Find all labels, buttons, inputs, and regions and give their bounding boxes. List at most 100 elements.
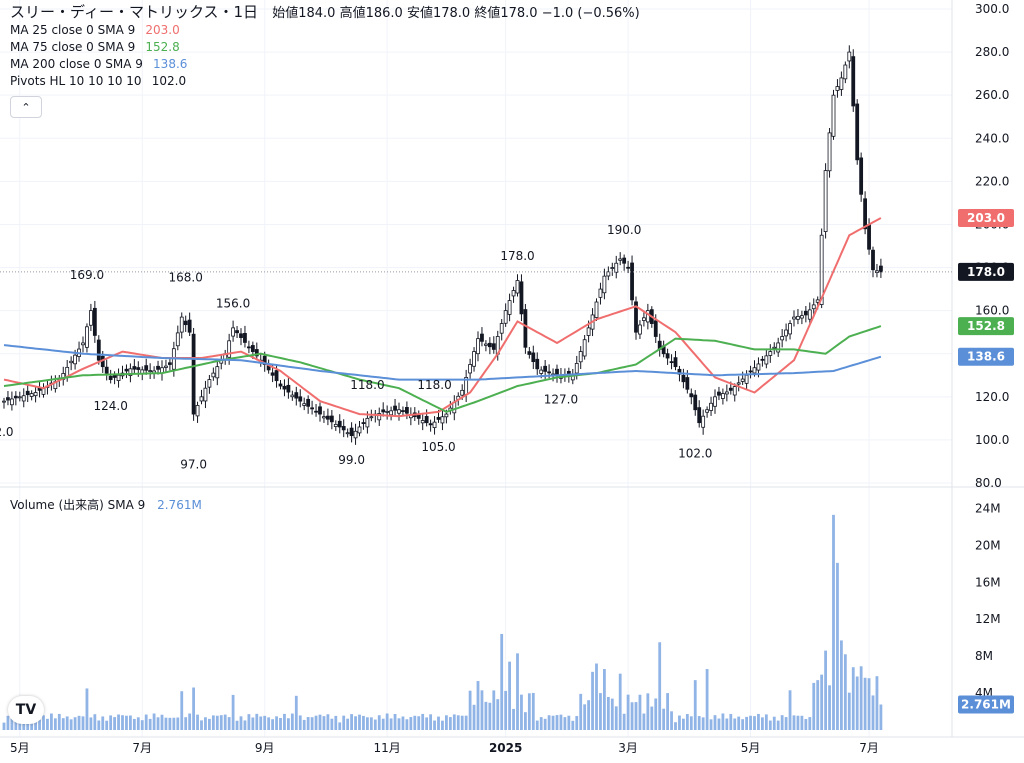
tradingview-logo-icon[interactable]: TV <box>8 696 44 724</box>
candle-body <box>92 307 97 336</box>
candle-body <box>772 346 777 349</box>
change-value: −1.0 (−0.56%) <box>541 6 640 21</box>
candle <box>381 402 386 417</box>
legend-pivots[interactable]: Pivots HL 10 10 10 10 102.0 <box>10 74 187 88</box>
candle-body <box>839 77 844 90</box>
candle <box>144 358 149 375</box>
candle <box>843 61 848 84</box>
candle-body <box>480 333 484 342</box>
candle-body <box>574 363 579 374</box>
legend-ma25[interactable]: MA 25 close 0 SMA 9 203.0 <box>10 23 180 37</box>
candle <box>503 303 508 327</box>
candle-body <box>523 309 528 348</box>
candle-body <box>645 310 650 323</box>
volume-bar <box>156 717 160 730</box>
candle <box>9 391 14 411</box>
volume-bar <box>662 708 666 730</box>
candle-body <box>713 396 717 407</box>
candle <box>760 356 765 367</box>
volume-bar <box>516 653 519 730</box>
volume-bar <box>670 711 673 730</box>
volume-bar <box>871 695 875 730</box>
volume-bar <box>650 706 654 730</box>
candle-body <box>709 402 713 411</box>
candle <box>724 384 729 402</box>
volume-bar <box>215 715 219 730</box>
volume-bar <box>630 702 634 730</box>
candle <box>618 252 623 266</box>
candle <box>191 327 196 421</box>
candle-body <box>29 393 34 397</box>
candle <box>428 419 433 432</box>
volume-bar <box>192 687 195 730</box>
candle-body <box>855 103 860 161</box>
candle <box>744 370 749 391</box>
candle <box>800 310 804 325</box>
candle <box>614 255 619 279</box>
price-tick-label: 240.0 <box>975 131 1009 145</box>
candle-body <box>195 405 200 417</box>
volume-bar <box>121 715 124 730</box>
volume-bar <box>85 688 89 730</box>
candle <box>645 303 650 330</box>
volume-bar <box>263 715 267 730</box>
candle <box>223 349 228 365</box>
candle <box>254 342 259 361</box>
volume-bar <box>456 715 460 730</box>
volume-legend[interactable]: Volume (出来高) SMA 9 2.761M <box>10 498 202 512</box>
pivot-label: 190.0 <box>607 223 641 237</box>
candle-body <box>310 407 315 410</box>
candle <box>491 336 496 354</box>
volume-bar <box>6 715 10 730</box>
volume-bar <box>405 719 409 730</box>
candle-body <box>586 327 591 336</box>
volume-bar <box>42 715 45 730</box>
volume-bar <box>125 715 128 730</box>
candle <box>519 274 524 322</box>
candle-body <box>851 56 856 107</box>
price-marker-bg <box>958 695 1014 714</box>
candle-body <box>476 338 480 355</box>
volume-bar <box>421 713 425 730</box>
candle <box>792 310 796 327</box>
volume-bar <box>46 718 49 730</box>
collapse-legend-button[interactable]: ⌃ <box>10 96 42 118</box>
candle <box>468 358 473 379</box>
legend-ma200[interactable]: MA 200 close 0 SMA 9 138.6 <box>10 57 188 71</box>
volume-bar <box>105 720 109 730</box>
candle-body <box>428 423 433 426</box>
candle-body <box>89 310 93 326</box>
volume-bar <box>208 718 211 730</box>
legend-ma75[interactable]: MA 75 close 0 SMA 9 152.8 <box>10 40 180 54</box>
volume-bar <box>243 720 247 730</box>
candle <box>219 353 224 370</box>
candle-body <box>598 288 603 298</box>
candle-body <box>827 132 832 172</box>
candle-body <box>594 301 599 318</box>
candle-body <box>764 355 769 365</box>
volume-bar <box>255 713 259 730</box>
volume-bar <box>591 671 594 730</box>
volume-bar <box>689 716 693 730</box>
volume-bar <box>235 720 239 730</box>
candle-body <box>416 414 421 419</box>
candle-body <box>124 368 129 372</box>
candle-body <box>665 353 670 359</box>
pivot-label: 97.0 <box>180 457 207 471</box>
candle-body <box>871 249 875 271</box>
candle <box>341 419 346 438</box>
candle <box>17 391 22 402</box>
candle-body <box>800 315 804 319</box>
candle <box>693 390 698 416</box>
candle-body <box>306 398 311 407</box>
candle <box>187 312 192 336</box>
candle <box>294 386 299 406</box>
volume-bar <box>275 716 278 730</box>
candle <box>523 303 528 354</box>
volume-bar <box>211 715 215 730</box>
candle-body <box>697 407 702 424</box>
candle <box>349 422 354 443</box>
pivot-label: 105.0 <box>421 440 455 454</box>
candle <box>337 414 342 434</box>
